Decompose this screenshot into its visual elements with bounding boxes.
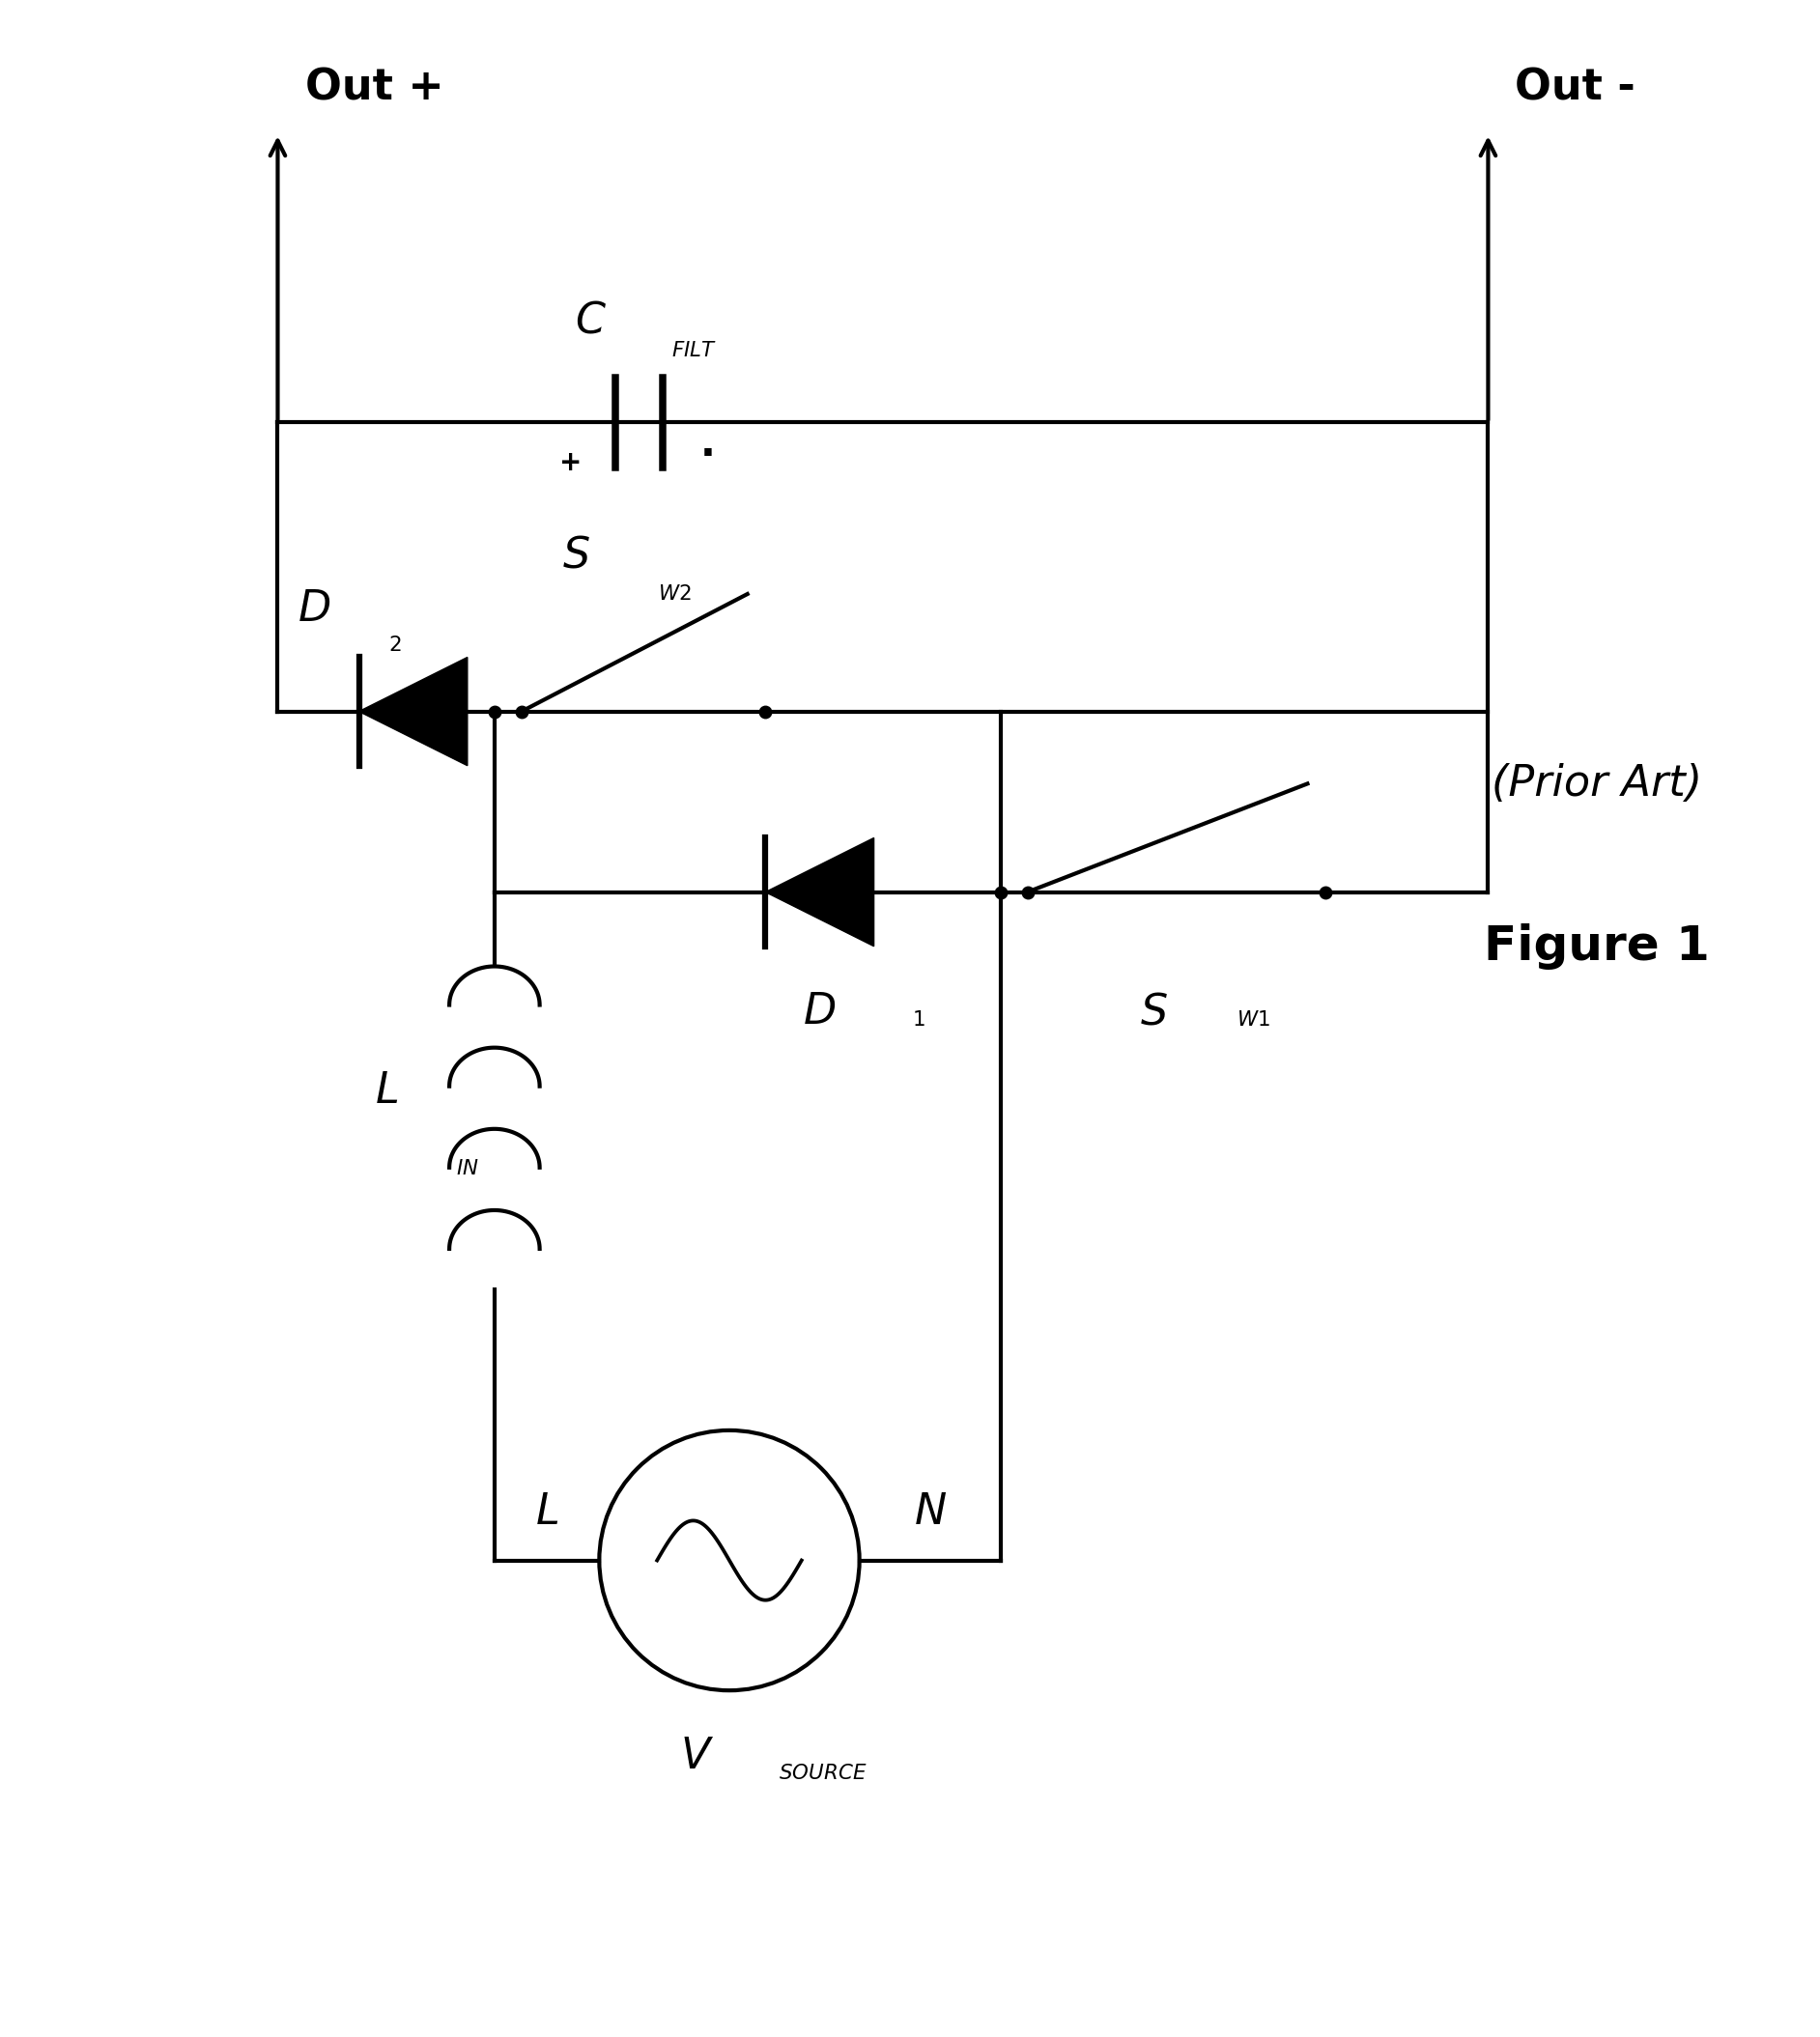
Text: $_{W1}$: $_{W1}$ [1236, 1000, 1270, 1029]
Text: +: + [559, 448, 582, 477]
Text: Figure 1: Figure 1 [1483, 923, 1709, 970]
Text: $_{W2}$: $_{W2}$ [659, 574, 692, 603]
Text: $S$: $S$ [1139, 992, 1168, 1033]
Text: $_{FILT}$: $_{FILT}$ [672, 332, 717, 359]
Text: $N$: $N$ [914, 1491, 946, 1534]
Text: $C$: $C$ [575, 299, 606, 340]
Text: $D$: $D$ [297, 589, 329, 629]
Text: $_{2}$: $_{2}$ [388, 625, 402, 654]
Text: $_{SOURCE}$: $_{SOURCE}$ [779, 1754, 868, 1782]
Text: (Prior Art): (Prior Art) [1491, 764, 1702, 805]
Text: $V$: $V$ [681, 1736, 713, 1776]
Text: $L$: $L$ [535, 1491, 559, 1534]
Text: $_{IN}$: $_{IN}$ [455, 1149, 479, 1177]
Text: $S$: $S$ [562, 534, 590, 576]
Polygon shape [359, 658, 468, 766]
Polygon shape [766, 837, 874, 947]
Text: Out +: Out + [304, 67, 444, 110]
Text: Out -: Out - [1516, 67, 1636, 110]
Text: $L$: $L$ [375, 1069, 399, 1112]
Text: ·: · [701, 434, 715, 475]
Text: $D$: $D$ [803, 992, 835, 1033]
Text: $_{1}$: $_{1}$ [912, 1000, 926, 1029]
